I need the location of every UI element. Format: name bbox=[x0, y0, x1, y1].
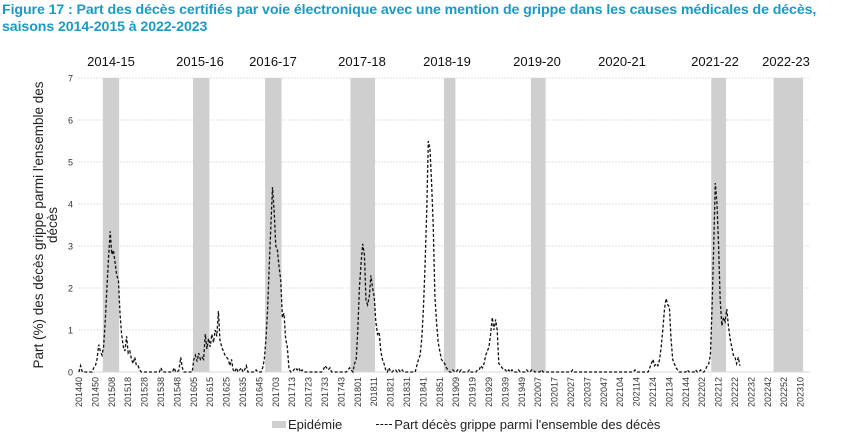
y-tick-label: 7 bbox=[68, 74, 73, 84]
x-tick-label: 201635 bbox=[238, 377, 248, 407]
x-tick-label: 201450 bbox=[90, 377, 100, 407]
x-tick-label: 202027 bbox=[566, 377, 576, 407]
season-label: 2016-17 bbox=[249, 54, 297, 69]
y-tick-label: 6 bbox=[68, 116, 73, 126]
figure-title: Figure 17 : Part des décès certifiés par… bbox=[2, 2, 817, 35]
legend-item-series: Part décès grippe parmi l'ensemble des d… bbox=[376, 417, 660, 432]
epidemic-band bbox=[102, 78, 120, 372]
y-axis-ticks: 0 1 2 3 4 5 6 7 bbox=[68, 74, 73, 378]
season-label: 2020-21 bbox=[598, 54, 646, 69]
season-label: 2017-18 bbox=[338, 54, 386, 69]
y-tick-label: 1 bbox=[68, 326, 73, 336]
x-tick-label: 202144 bbox=[681, 377, 691, 407]
epidemic-band bbox=[265, 78, 282, 372]
x-tick-label: 201538 bbox=[156, 377, 166, 407]
y-axis-label: Part (%) des décès grippe parmi l'ensemb… bbox=[31, 81, 60, 368]
y-tick-label: 5 bbox=[68, 158, 73, 168]
x-tick-label: 202037 bbox=[582, 377, 592, 407]
x-tick-label: 201713 bbox=[287, 377, 297, 407]
x-tick-label: 201508 bbox=[107, 377, 117, 407]
x-tick-label: 201831 bbox=[402, 377, 412, 407]
x-tick-label: 201615 bbox=[205, 377, 215, 407]
x-tick-label: 201821 bbox=[386, 377, 396, 407]
season-label: 2018-19 bbox=[423, 54, 471, 69]
x-tick-label: 201440 bbox=[74, 377, 84, 407]
x-tick-label: 202202 bbox=[697, 377, 707, 407]
season-label: 2021-22 bbox=[691, 54, 739, 69]
x-tick-label: 202232 bbox=[746, 377, 756, 407]
x-tick-label: 202242 bbox=[763, 377, 773, 407]
x-tick-label: 201841 bbox=[418, 377, 428, 407]
x-tick-label: 202007 bbox=[533, 377, 543, 407]
x-tick-label: 201703 bbox=[271, 377, 281, 407]
x-tick-label: 201645 bbox=[254, 377, 264, 407]
x-tick-label: 202134 bbox=[664, 377, 674, 407]
epidemic-swatch-icon bbox=[272, 421, 286, 428]
epidemic-band bbox=[193, 78, 210, 372]
x-tick-label: 201949 bbox=[517, 377, 527, 407]
y-tick-label: 2 bbox=[68, 284, 73, 294]
dashed-line-swatch-icon bbox=[376, 424, 393, 425]
x-tick-label: 201743 bbox=[336, 377, 346, 407]
x-tick-label: 202047 bbox=[599, 377, 609, 407]
x-tick-label: 202222 bbox=[730, 377, 740, 407]
x-tick-label: 202212 bbox=[714, 377, 724, 407]
x-tick-label: 202124 bbox=[648, 377, 658, 407]
legend-label-epidemic: Epidémie bbox=[288, 417, 343, 432]
x-tick-label: 201528 bbox=[140, 377, 150, 407]
x-axis-ticks: 201440 201450 201508 201518 201528 201538 2015… bbox=[74, 377, 806, 407]
x-tick-label: 202310 bbox=[796, 377, 806, 407]
x-tick-label: 201929 bbox=[484, 377, 494, 407]
y-tick-label: 0 bbox=[68, 368, 73, 378]
x-tick-label: 202114 bbox=[632, 377, 642, 406]
epidemic-bands bbox=[102, 78, 804, 372]
x-tick-label: 201801 bbox=[353, 377, 363, 407]
epidemic-band bbox=[530, 78, 546, 372]
x-tick-label: 201909 bbox=[451, 377, 461, 407]
season-label: 2019-20 bbox=[513, 54, 561, 69]
epidemic-band bbox=[443, 78, 456, 372]
x-tick-label: 201605 bbox=[189, 377, 199, 407]
legend-item-epidemic: Epidémie bbox=[272, 417, 342, 432]
y-tick-label: 4 bbox=[68, 200, 73, 210]
epidemic-band bbox=[350, 78, 376, 372]
x-tick-label: 201811 bbox=[369, 377, 379, 406]
x-tick-label: 201518 bbox=[123, 377, 133, 407]
y-axis-label-line: décès bbox=[45, 207, 60, 243]
x-tick-label: 202017 bbox=[550, 377, 560, 407]
x-tick-label: 201723 bbox=[304, 377, 314, 407]
y-tick-label: 3 bbox=[68, 242, 73, 252]
x-tick-label: 202104 bbox=[615, 377, 625, 407]
x-tick-label: 201733 bbox=[320, 377, 330, 407]
x-tick-label: 201548 bbox=[172, 377, 182, 407]
x-tick-label: 201851 bbox=[435, 377, 445, 407]
x-tick-label: 202252 bbox=[779, 377, 789, 407]
season-label: 2015-16 bbox=[176, 54, 224, 69]
x-tick-label: 201939 bbox=[500, 377, 510, 407]
x-tick-label: 201919 bbox=[468, 377, 478, 407]
y-axis-label-line: Part (%) des décès grippe parmi l'ensemb… bbox=[31, 81, 46, 368]
season-label: 2022-23 bbox=[762, 54, 810, 69]
x-tick-label: 201625 bbox=[222, 377, 232, 407]
legend-label-series: Part décès grippe parmi l'ensemble des d… bbox=[394, 417, 661, 432]
epidemic-band bbox=[773, 78, 804, 372]
series-line bbox=[78, 140, 741, 374]
legend: Epidémie Part décès grippe parmi l'ensem… bbox=[272, 417, 694, 432]
season-labels: 2014-15 2015-16 2016-17 2017-18 2018-19 2019-… bbox=[87, 54, 810, 69]
season-label: 2014-15 bbox=[87, 54, 135, 69]
epidemic-band bbox=[711, 78, 726, 372]
